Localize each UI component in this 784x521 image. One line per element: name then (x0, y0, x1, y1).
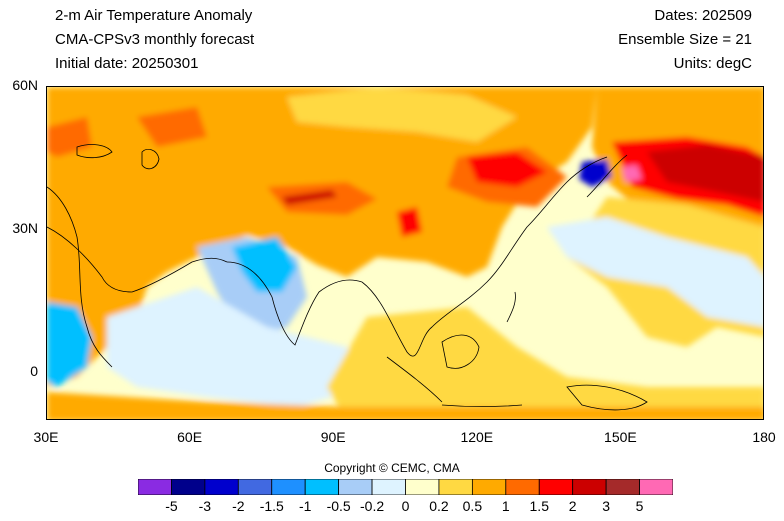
philippines-coastline (506, 291, 516, 323)
colorbar-label: 3 (602, 498, 611, 514)
y-tick-label: 0 (30, 363, 38, 380)
colorbar-swatch (639, 479, 673, 495)
colorbar-label: -1 (298, 498, 312, 514)
java-coastline (441, 404, 523, 407)
forecast-dates: Dates: 202509 (654, 7, 752, 24)
colorbar-label: -3 (198, 498, 212, 514)
colorbar-label: -5 (165, 498, 178, 514)
colorbar-swatch (171, 479, 206, 495)
northeast-asia-red-anomaly (467, 152, 547, 187)
colorbar-label: 1.5 (529, 498, 549, 514)
kuroshio-extension-pink-anomaly (622, 165, 642, 182)
colorbar-label: -2 (232, 498, 245, 514)
colorbar-label: -1.5 (259, 498, 284, 514)
colorbar-swatch (438, 479, 473, 495)
colorbar-swatch (572, 479, 607, 495)
borneo-coastline (441, 334, 480, 369)
central-china-red-anomaly (397, 207, 422, 237)
colorbar-swatch (338, 479, 373, 495)
y-tick-label: 60N (12, 77, 38, 93)
colorbar-swatch (505, 479, 540, 495)
colorbar-swatch (237, 479, 273, 495)
colorbar-swatch (271, 479, 306, 495)
colorbar-swatch (204, 479, 239, 495)
y-tick-label: 30N (12, 220, 38, 237)
map-title: 2-m Air Temperature Anomaly (55, 7, 253, 24)
colorbar-label: 5 (635, 498, 644, 514)
western-pacific-cool-region (547, 217, 763, 327)
colorbar-swatch (471, 479, 507, 495)
east-asia-coastline (361, 156, 608, 357)
x-tick-label: 90E (320, 429, 346, 445)
colorbar-label: 0.5 (462, 498, 483, 514)
x-tick-label: 180 (752, 429, 776, 445)
ensemble-size: Ensemble Size = 21 (618, 31, 752, 48)
x-tick-label: 60E (177, 429, 203, 445)
india-coastline (226, 261, 363, 346)
colorbar (138, 479, 673, 495)
himalaya-red-anomaly (282, 190, 337, 205)
x-tick-label: 120E (460, 429, 494, 445)
x-tick-label: 150E (604, 429, 637, 445)
sumatra-coastline (386, 356, 443, 403)
colorbar-label: -0.2 (360, 498, 385, 514)
initial-date: Initial date: 20250301 (55, 55, 199, 72)
colorbar-swatch (138, 479, 172, 495)
maritime-continent-warm-region (327, 307, 763, 419)
colorbar-label: -0.5 (326, 498, 351, 514)
south-indian-ocean-warm-region (47, 392, 763, 419)
somali-coast-cool-region (47, 302, 92, 387)
caspian-sea-coastline (141, 148, 160, 170)
units-label: Units: degC (673, 55, 752, 72)
new-guinea-coastline (566, 384, 648, 411)
coastlines (47, 144, 648, 411)
siberia-yellow-band (287, 87, 517, 142)
west-asia-warm-patch (137, 107, 207, 147)
colorbar-label: 1 (501, 498, 510, 514)
colorbar-swatch (304, 479, 340, 495)
kuroshio-extension-dark-red-anomaly (647, 145, 763, 202)
indian-ocean-pale-region (107, 287, 367, 407)
x-tick-label: 30E (33, 429, 59, 445)
africa-coastline (47, 186, 113, 368)
japan-coastline (586, 154, 628, 198)
anomaly-map (46, 86, 764, 420)
arabia-east-africa-coastline (47, 226, 228, 293)
colorbar-label: 0 (401, 498, 410, 514)
anomaly-field (47, 87, 763, 419)
black-sea-coastline (76, 144, 113, 159)
colorbar-label: 2 (568, 498, 577, 514)
colorbar-swatch (371, 479, 406, 495)
colorbar-label: 0.2 (429, 498, 449, 514)
colorbar-swatch (538, 479, 574, 495)
model-name: CMA-CPSv3 monthly forecast (55, 31, 255, 48)
mediterranean-warm-patch (47, 117, 92, 157)
copyright-text: Copyright © CEMC, CMA (324, 461, 460, 475)
colorbar-swatch (605, 479, 640, 495)
arabian-sea-cool-region (232, 237, 297, 292)
colorbar-swatch (405, 479, 440, 495)
